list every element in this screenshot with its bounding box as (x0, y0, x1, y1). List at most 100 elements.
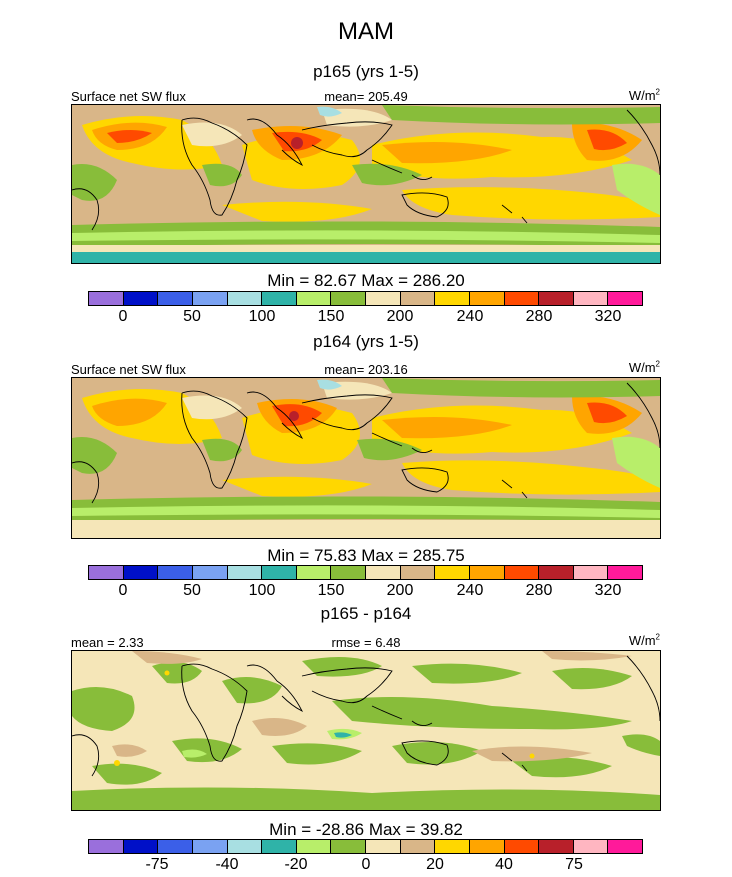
p2-cream-sahara (182, 395, 242, 420)
cbar3-swatch-2 (123, 840, 159, 853)
p2-green-amazon (72, 437, 117, 474)
cbar1-swatch-9 (366, 292, 401, 305)
cbar3-tick-7: 75 (565, 856, 583, 873)
p2-hot-mexico (587, 402, 627, 424)
cbar2-swatch-7 (296, 566, 332, 579)
cbar1-swatch-5 (227, 292, 263, 305)
p2-tibet (317, 379, 342, 390)
p2-max-atlantic (92, 398, 167, 426)
p1-max-pacific (382, 141, 512, 164)
p2-coastlines (72, 382, 660, 504)
panel-2-units-label: W/m2 (628, 359, 660, 375)
cbar2-swatch-8 (331, 566, 366, 579)
cbar1-swatch-12 (469, 292, 505, 305)
cbar3-swatch-7 (296, 840, 332, 853)
p2-band-south-pacific (402, 460, 660, 495)
panel-3-map (71, 650, 661, 811)
cbar3-tick-5: 20 (426, 856, 444, 873)
cbar3-swatch-5 (227, 840, 263, 853)
cbar2-swatch-6 (262, 566, 297, 579)
cbar1-swatch-3 (158, 292, 193, 305)
figure-title: MAM (338, 18, 394, 45)
p3-diff-positive (72, 657, 660, 810)
panel-2-mean-label: mean= 203.16 (324, 362, 408, 377)
cbar1-swatch-8 (331, 292, 366, 305)
cbar2-swatch-5 (227, 566, 263, 579)
panel-3-title: p165 - p164 (320, 604, 412, 623)
cbar1-tick-7: 280 (525, 308, 553, 325)
cbar3-swatch-14 (539, 840, 574, 853)
p1-green-africa (202, 163, 242, 187)
p1-green-maritime (352, 163, 422, 186)
cbar1-tick-2: 50 (183, 308, 201, 325)
panel-1-units-label: W/m2 (628, 87, 660, 103)
cbar3-swatch-8 (331, 840, 366, 853)
cbar1-swatch-14 (539, 292, 574, 305)
cbar3-tick-2: -40 (215, 856, 239, 873)
panel-1-colorbar (88, 291, 643, 306)
cbar3-swatch-16 (608, 840, 642, 853)
p3-diff-yellow-1 (114, 760, 120, 766)
cbar3-tick-6: 40 (495, 856, 513, 873)
cbar1-swatch-11 (435, 292, 470, 305)
cbar3-tick-3: -20 (284, 856, 308, 873)
panel-2-title: p164 (yrs 1-5) (313, 332, 419, 351)
panel-2-minmax: Min = 75.83 Max = 285.75 (267, 546, 465, 565)
cbar2-swatch-11 (435, 566, 470, 579)
panel-2-colorbar (88, 565, 643, 580)
cbar3-swatch-6 (262, 840, 297, 853)
cbar2-swatch-13 (504, 566, 540, 579)
cbar2-tick-8: 320 (594, 582, 622, 599)
p1-peak-arabia (291, 137, 303, 149)
cbar2-swatch-3 (158, 566, 193, 579)
cbar2-swatch-15 (573, 566, 609, 579)
cbar2-swatch-16 (608, 566, 642, 579)
cbar3-swatch-3 (158, 840, 193, 853)
cbar3-swatch-9 (366, 840, 401, 853)
cbar1-tick-4: 150 (317, 308, 345, 325)
cbar1-swatch-6 (262, 292, 297, 305)
cbar2-swatch-1 (89, 566, 124, 579)
cbar2-tick-3: 100 (248, 582, 276, 599)
panel-1-mean-label: mean= 205.49 (324, 89, 408, 104)
p1-band-south-indian (222, 201, 372, 222)
panel-3-units-label: W/m2 (628, 632, 660, 648)
p2-green-maritime (357, 438, 422, 461)
panel-3-colorbar (88, 839, 643, 854)
p2-band-south-indian (222, 476, 372, 497)
p2-peak-arabia (289, 411, 299, 421)
cbar1-swatch-4 (192, 292, 228, 305)
p3-diff-yellow-3 (529, 753, 535, 759)
cbar3-swatch-10 (400, 840, 436, 853)
p1-band-south-pacific (402, 187, 660, 220)
p1-coastlines (72, 109, 660, 231)
cbar1-tick-5: 200 (386, 308, 414, 325)
cbar3-swatch-15 (573, 840, 609, 853)
panel-2-map (71, 377, 661, 539)
cbar1-swatch-16 (608, 292, 642, 305)
cbar2-swatch-2 (123, 566, 159, 579)
cbar3-tick-1: -75 (145, 856, 169, 873)
p3-diff-teal (334, 732, 352, 738)
cbar2-tick-7: 280 (525, 582, 553, 599)
cbar1-swatch-15 (573, 292, 609, 305)
p1-green-north-pacific (382, 105, 660, 125)
cbar2-tick-6: 240 (456, 582, 484, 599)
p1-hot-atlantic (107, 130, 152, 143)
cbar2-swatch-9 (366, 566, 401, 579)
cbar1-swatch-1 (89, 292, 124, 305)
cbar2-tick-2: 50 (183, 582, 201, 599)
p1-tibet (317, 106, 342, 117)
p1-green-amazon (72, 164, 117, 201)
p2-green-north-pacific (382, 378, 660, 398)
cbar2-tick-5: 200 (386, 582, 414, 599)
panel-3-mean-label: mean = 2.33 (71, 635, 144, 650)
cbar3-tick-4: 0 (361, 856, 371, 873)
panel-1-minmax: Min = 82.67 Max = 286.20 (267, 271, 465, 290)
cbar1-tick-3: 100 (248, 308, 276, 325)
p1-light-south-ocean (72, 230, 660, 243)
cbar1-tick-8: 320 (594, 308, 622, 325)
cbar3-swatch-13 (504, 840, 540, 853)
p3-coastlines (72, 655, 660, 777)
p2-max-pacific (382, 416, 512, 439)
